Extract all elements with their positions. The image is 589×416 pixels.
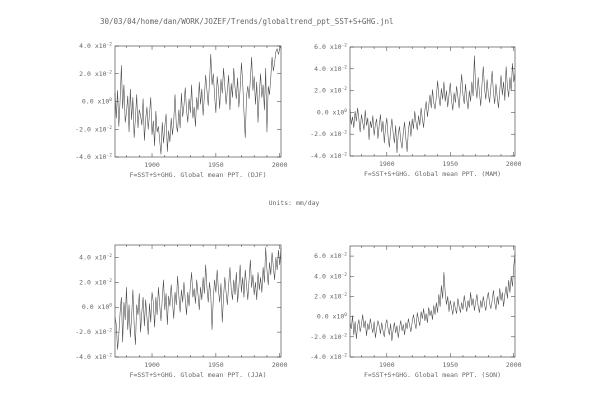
y-tick-label-jja: 0.0 x100 [82, 303, 112, 312]
x-axis-label-jja: F=SST+S+GHG. Global mean PPT. (JJA) [130, 371, 267, 379]
y-tick-label-son: -4.0 x10-2 [310, 353, 347, 362]
x-tick-label-djf: 1950 [208, 161, 224, 169]
x-tick-label-mam: 1900 [379, 160, 395, 168]
series-line-jja [114, 247, 282, 350]
plot-frame-jja [114, 244, 282, 358]
plot-frame-son [349, 245, 516, 358]
x-tick-label-son: 1900 [379, 361, 395, 369]
y-tick-label-son: 0.0 x100 [317, 312, 347, 321]
y-tick-label-mam: 6.0 x10-2 [314, 43, 347, 52]
x-tick-label-jja: 2000 [272, 361, 288, 369]
y-tick-label-djf: 2.0 x10-2 [79, 69, 112, 78]
y-tick-label-son: 4.0 x10-2 [314, 272, 347, 281]
x-tick-label-djf: 1900 [144, 161, 160, 169]
y-tick-label-mam: -4.0 x10-2 [310, 152, 347, 161]
panel-son: 1900 1950 2000 -4.0 x10-2 -2.0 x10-2 0.0 x100… [310, 245, 522, 379]
panel-djf: 1900 1950 2000 -4.0 x10-2 -2.0 x10-2 0.0 x100… [75, 42, 287, 180]
plot-frame-djf [114, 45, 282, 158]
x-tick-label-djf: 2000 [272, 161, 288, 169]
x-axis-label-son: F=SST+S+GHG. Global mean PPT. (SON) [364, 371, 501, 379]
y-tick-label-son: 2.0 x10-2 [314, 292, 347, 301]
panel-jja: 1900 1950 2000 -4.0 x10-2 -2.0 x10-2 0.0 x100… [75, 244, 288, 379]
x-tick-label-jja: 1900 [144, 361, 160, 369]
units-label: Units: mm/day [269, 199, 320, 207]
x-axis-label-djf: F=SST+S+GHG. Global mean PPT. (DJF) [130, 171, 267, 179]
x-tick-label-jja: 1950 [208, 361, 224, 369]
panel-mam: 1900 1950 2000 -4.0 x10-2 -2.0 x10-2 0.0 x100… [310, 43, 521, 179]
series-line-djf [114, 45, 282, 155]
series-line-mam [349, 55, 516, 154]
x-tick-label-son: 2000 [506, 361, 522, 369]
y-tick-label-jja: 2.0 x10-2 [79, 278, 112, 287]
y-tick-label-jja: -2.0 x10-2 [75, 328, 112, 337]
x-tick-label-son: 1950 [442, 361, 458, 369]
y-tick-label-jja: -4.0 x10-2 [75, 353, 112, 362]
plot-frame-mam [349, 46, 516, 157]
y-tick-label-mam: 4.0 x10-2 [314, 64, 347, 73]
figure-title: 30/03/04/home/dan/WORK/JOZEF/Trends/glob… [100, 17, 394, 26]
series-line-son [349, 254, 516, 342]
y-tick-label-mam: 0.0 x100 [317, 108, 347, 117]
y-tick-label-mam: -2.0 x10-2 [310, 130, 347, 139]
y-tick-label-mam: 2.0 x10-2 [314, 86, 347, 95]
x-tick-label-mam: 1950 [442, 160, 458, 168]
y-tick-label-son: -2.0 x10-2 [310, 332, 347, 341]
x-axis-label-mam: F=SST+S+GHG. Global mean PPT. (MAM) [364, 170, 501, 178]
y-tick-label-djf: -4.0 x10-2 [75, 153, 112, 162]
y-tick-label-djf: 4.0 x10-2 [79, 42, 112, 51]
y-tick-label-son: 6.0 x10-2 [314, 252, 347, 261]
y-tick-label-jja: 4.0 x10-2 [79, 253, 112, 262]
y-tick-label-djf: -2.0 x10-2 [75, 125, 112, 134]
y-tick-label-djf: 0.0 x100 [82, 97, 112, 106]
x-tick-label-mam: 2000 [506, 160, 522, 168]
